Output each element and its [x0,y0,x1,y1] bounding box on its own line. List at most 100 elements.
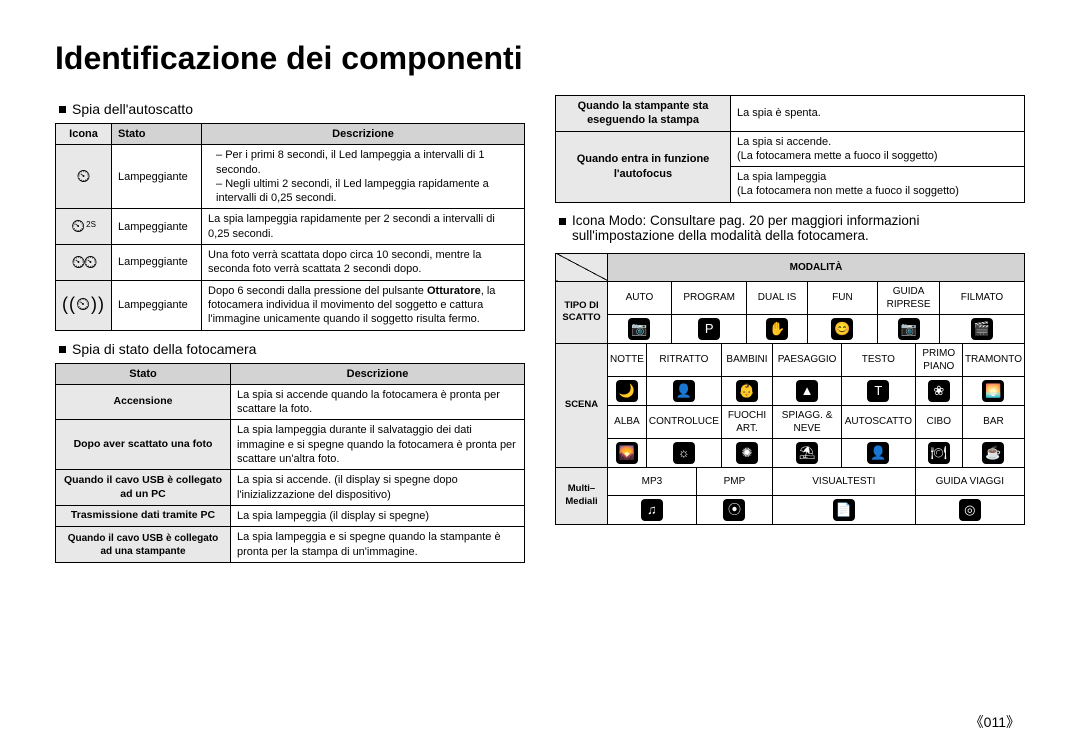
mode-label: SPIAGG. & NEVE [773,405,842,438]
row-scena1-icons: 🌙 👤 👶 ▲ T ❀ 🌅 [556,376,1025,405]
mode-label: GUIDA RIPRESE [878,281,940,314]
mode-icon-tramonto: 🌅 [982,380,1004,402]
mode-icon-cell: ♫ [608,495,697,524]
cell-desc: La spia si accende. (il display si spegn… [231,470,525,506]
desc-item: Per i primi 8 secondi, il Led lampeggia … [216,148,518,177]
table-spia-stato: Stato Descrizione Accensione La spia si … [55,363,525,563]
mode-icon-cell: 🌄 [608,438,647,467]
mode-icon-program: P [698,318,720,340]
mode-label: ALBA [608,405,647,438]
mode-icon-cell: ⛱ [773,438,842,467]
mode-icon-visualtesti: 📄 [833,499,855,521]
mode-icon-guida: 📷 [898,318,920,340]
mode-icon-filmato: 🎬 [971,318,993,340]
cell-desc: La spia lampeggia durante il salvataggio… [231,420,525,470]
row-tipo-labels: TIPO DI SCATTO AUTO PROGRAM DUAL IS FUN … [556,281,1025,314]
timer-icon-waves: ((⏲)) [62,295,105,313]
mode-label: TESTO [842,343,916,376]
mode-icon-primopiano: ❀ [928,380,950,402]
table-row: Trasmissione dati tramite PC La spia lam… [56,505,525,526]
cell-desc: Dopo 6 secondi dalla pressione del pulsa… [202,280,525,330]
th-descrizione: Descrizione [231,363,525,384]
cell-desc: La spia lampeggia e si spegne quando la … [231,527,525,563]
mode-label: PROGRAM [671,281,747,314]
bullet-icon [59,106,66,113]
table-row: Quando entra in funzione l'autofocus La … [556,131,1025,167]
mode-icon-ritratto: 👤 [673,380,695,402]
mode-icon-cell: ⦿ [696,495,772,524]
cell-stato: Quando la stampante sta eseguendo la sta… [556,96,731,132]
mode-label: BAR [962,405,1024,438]
cell-desc: La spia si accende. (La fotocamera mette… [731,131,1025,167]
cell-desc: Per i primi 8 secondi, il Led lampeggia … [202,145,525,209]
mode-icon-cell: 📷 [608,314,672,343]
diag-corner [556,253,608,281]
timer-icon: ⏲ [76,167,90,185]
mode-icon-mp3: ♫ [641,499,663,521]
mode-icon-guidaviaggi: ◎ [959,499,981,521]
mode-intro-text: Icona Modo: Consultare pag. 20 per maggi… [572,213,1025,243]
table-row: ⏲2S Lampeggiante La spia lampeggia rapid… [56,209,525,245]
table-spia-stato-continued: Quando la stampante sta eseguendo la sta… [555,95,1025,203]
cell-stato: Lampeggiante [112,145,202,209]
mode-label: PMP [696,467,772,495]
mode-label: CIBO [915,405,962,438]
cell-stato: Lampeggiante [112,280,202,330]
th-stato: Stato [112,124,202,145]
table-row: ⏲ Lampeggiante Per i primi 8 secondi, il… [56,145,525,209]
cell-icon: ⏲ [56,145,112,209]
cell-stato: Quando il cavo USB è collegato ad una st… [56,527,231,563]
mode-table: MODALITÀ TIPO DI SCATTO AUTO PROGRAM DUA… [555,253,1025,525]
mode-icon-cell: 👤 [842,438,916,467]
mode-label: FUOCHI ART. [721,405,772,438]
timer-icon: ⏲ [71,217,85,235]
row-scena2-icons: 🌄 ☼ ✺ ⛱ 👤 🍽 ☕ [556,438,1025,467]
mode-icon-cell: ◎ [915,495,1024,524]
mode-label: GUIDA VIAGGI [915,467,1024,495]
mode-icon-testo: T [867,380,889,402]
bullet-icon [559,218,566,225]
mode-label: NOTTE [608,343,647,376]
side-header-scena: SCENA [556,343,608,467]
mode-label: AUTOSCATTO [842,405,916,438]
mode-icon-auto: 📷 [628,318,650,340]
mode-icon-alba: 🌄 [616,442,638,464]
mode-icon-cell: 📄 [773,495,916,524]
mode-icon-cell: T [842,376,916,405]
cell-desc: Una foto verrà scattata dopo circa 10 se… [202,245,525,281]
mode-icon-cell: ✺ [721,438,772,467]
section-label-autoscatto: Spia dell'autoscatto [59,101,525,117]
cell-icon: ⏲2S [56,209,112,245]
cell-stato: Trasmissione dati tramite PC [56,505,231,526]
mode-icon-spiagg: ⛱ [796,442,818,464]
table-row: Quando il cavo USB è collegato ad un PC … [56,470,525,506]
mode-icon-fun: 😊 [831,318,853,340]
mode-icon-paesaggio: ▲ [796,380,818,402]
page-title: Identificazione dei componenti [55,40,1025,77]
mode-icon-pmp: ⦿ [723,499,745,521]
mode-icon-cibo: 🍽 [928,442,950,464]
mode-icon-cell: 🌙 [608,376,647,405]
mode-icon-controluce: ☼ [673,442,695,464]
side-header-tipo: TIPO DI SCATTO [556,281,608,343]
mode-icon-autoscatto: 👤 [867,442,889,464]
cell-desc: La spia si accende quando la fotocamera … [231,384,525,420]
cell-stato: Lampeggiante [112,209,202,245]
section-label-spiastato: Spia di stato della fotocamera [59,341,525,357]
mode-icon-cell: 👤 [646,376,721,405]
mode-icon-cell: 🍽 [915,438,962,467]
mode-label: CONTROLUCE [646,405,721,438]
mode-icon-cell: ❀ [915,376,962,405]
row-multi-icons: ♫ ⦿ 📄 ◎ [556,495,1025,524]
mode-icon-notte: 🌙 [616,380,638,402]
table-row: ((⏲)) Lampeggiante Dopo 6 secondi dalla … [56,280,525,330]
mode-icon-cell: ✋ [747,314,807,343]
right-column: Quando la stampante sta eseguendo la sta… [555,95,1025,563]
mode-label: RITRATTO [646,343,721,376]
mode-icon-cell: 🎬 [939,314,1024,343]
cell-stato: Quando entra in funzione l'autofocus [556,131,731,202]
mode-icon-bambini: 👶 [736,380,758,402]
mode-label: BAMBINI [721,343,772,376]
th-stato: Stato [56,363,231,384]
mode-icon-cell: ☕ [962,438,1024,467]
